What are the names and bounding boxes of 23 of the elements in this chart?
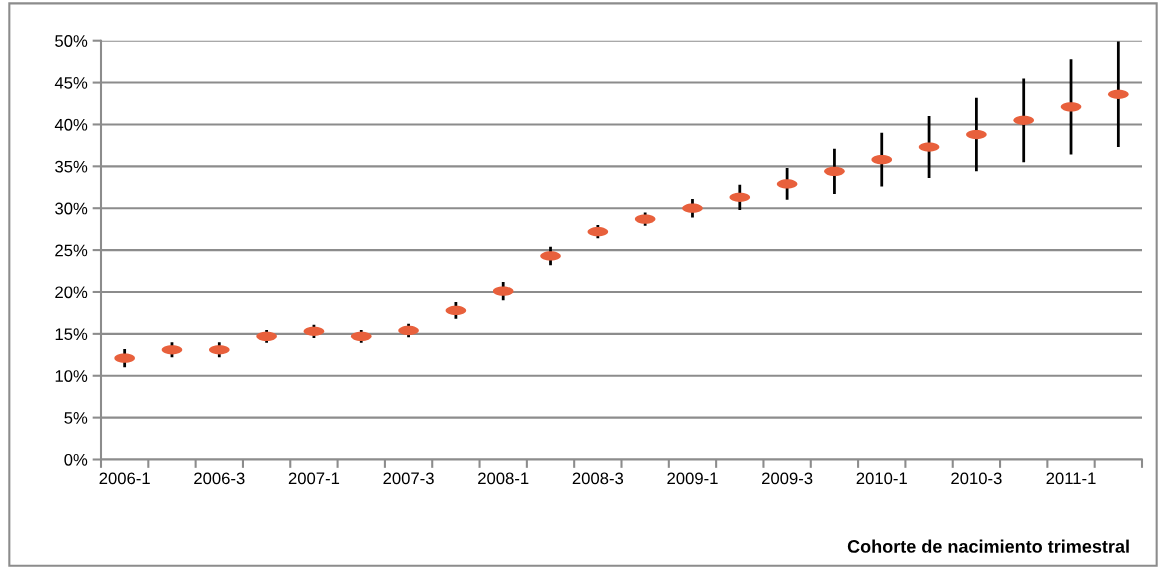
x-tick-label: 2008-3 [572, 472, 624, 485]
x-tick-label: 2007-3 [383, 472, 434, 485]
y-tick-label: 0% [64, 453, 88, 466]
x-tick-label: 2010-3 [951, 472, 1002, 485]
y-tick-label: 50% [55, 35, 88, 47]
x-tick-label: 2006-3 [194, 472, 245, 485]
x-tick-label: 2009-3 [762, 472, 813, 485]
x-tick-label: 2009-1 [667, 472, 718, 485]
y-tick-label: 20% [55, 286, 88, 299]
x-tick-label: 2006-1 [99, 472, 150, 485]
x-tick-label: 2010-1 [856, 472, 907, 485]
y-tick-label: 5% [64, 412, 88, 424]
x-tick-label: 2008-1 [478, 472, 529, 485]
y-tick-label: 25% [55, 244, 88, 257]
y-tick-label: 30% [55, 202, 88, 215]
y-tick-label: 35% [55, 160, 88, 173]
x-tick-label: 2007-1 [288, 472, 340, 485]
y-tick-label: 15% [55, 328, 88, 341]
x-axis-title: Cohorte de nacimiento trimestral [847, 539, 1129, 553]
x-tick-label: 2011-1 [1046, 472, 1096, 485]
y-tick-label: 45% [54, 77, 88, 89]
y-tick-label: 40% [54, 118, 88, 131]
y-tick-label: 10% [55, 370, 88, 382]
